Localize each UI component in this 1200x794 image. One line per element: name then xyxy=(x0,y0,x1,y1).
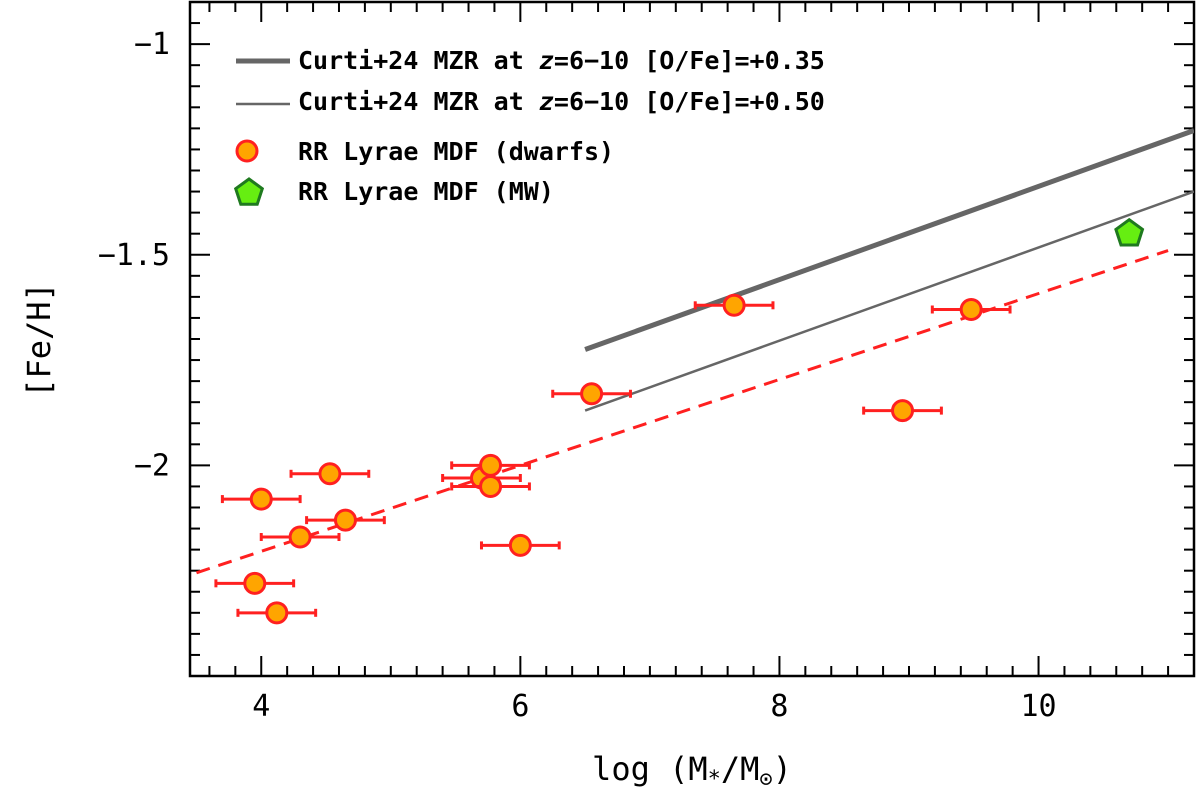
x-axis-label-mid: /M xyxy=(721,750,760,788)
x-axis-label-suffix: ) xyxy=(773,750,792,788)
dwarf-data-point xyxy=(318,462,342,486)
x-tick-label: 8 xyxy=(770,689,788,724)
mzr-line-thick xyxy=(584,128,1194,352)
dwarf-data-point xyxy=(288,525,312,549)
dwarf-data-point xyxy=(333,508,357,532)
dwarf-data-point xyxy=(243,571,267,595)
legend-entry-mzr-035-z: z xyxy=(539,46,554,75)
dwarf-data-point xyxy=(508,533,532,557)
dwarf-data-point xyxy=(265,601,289,625)
legend-entry-dwarfs: RR Lyrae MDF (dwarfs) xyxy=(298,137,614,166)
series-points xyxy=(214,217,1145,625)
dwarf-data-point xyxy=(479,474,503,498)
legend-entry-mw: RR Lyrae MDF (MW) xyxy=(298,177,554,206)
legend-swatch-mw-marker xyxy=(233,177,265,206)
y-axis-label: [Fe/H] xyxy=(20,282,58,398)
legend: Curti+24 MZR at z=6−10 [O/Fe]=+0.35 Curt… xyxy=(233,46,825,206)
mzr-line-thin xyxy=(584,190,1194,412)
x-axis-label-sub1: * xyxy=(708,767,721,792)
legend-entry-mzr-035-prefix: Curti+24 MZR at xyxy=(298,46,539,75)
dwarf-data-point xyxy=(891,399,915,423)
x-tick-label: 4 xyxy=(252,689,270,724)
legend-swatch-dwarf-marker xyxy=(235,139,259,163)
y-tick-label: −1.5 xyxy=(98,238,170,273)
legend-entry-mzr-035: Curti+24 MZR at z=6−10 [O/Fe]=+0.35 xyxy=(298,46,825,75)
x-tick-label: 10 xyxy=(1020,689,1056,724)
mw-data-point xyxy=(1114,217,1145,247)
legend-entry-mzr-050-prefix: Curti+24 MZR at xyxy=(298,87,539,116)
y-tick-label: −2 xyxy=(134,448,170,483)
dwarf-data-point xyxy=(479,453,503,477)
legend-entry-mzr-050: Curti+24 MZR at z=6−10 [O/Fe]=+0.50 xyxy=(298,87,825,116)
y-tick-labels: −1 −1.5 −2 xyxy=(98,27,170,483)
dwarf-data-point xyxy=(249,487,273,511)
y-tick-label: −1 xyxy=(134,27,170,62)
x-axis-label: log (M*/M⊙) xyxy=(592,750,792,792)
legend-entry-mzr-050-z: z xyxy=(539,87,554,116)
x-tick-labels: 4 6 8 10 xyxy=(252,689,1056,724)
axis-ticks xyxy=(190,1,1195,676)
legend-entry-mzr-035-suffix: =6−10 [O/Fe]=+0.35 xyxy=(554,46,825,75)
dwarf-data-point xyxy=(722,293,746,317)
x-axis-label-prefix: log (M xyxy=(592,750,708,788)
x-axis-label-sub2: ⊙ xyxy=(759,767,772,792)
dwarf-data-point xyxy=(959,298,983,322)
dwarf-data-point xyxy=(580,382,604,406)
x-tick-label: 6 xyxy=(511,689,529,724)
legend-entry-mzr-050-suffix: =6−10 [O/Fe]=+0.50 xyxy=(554,87,825,116)
